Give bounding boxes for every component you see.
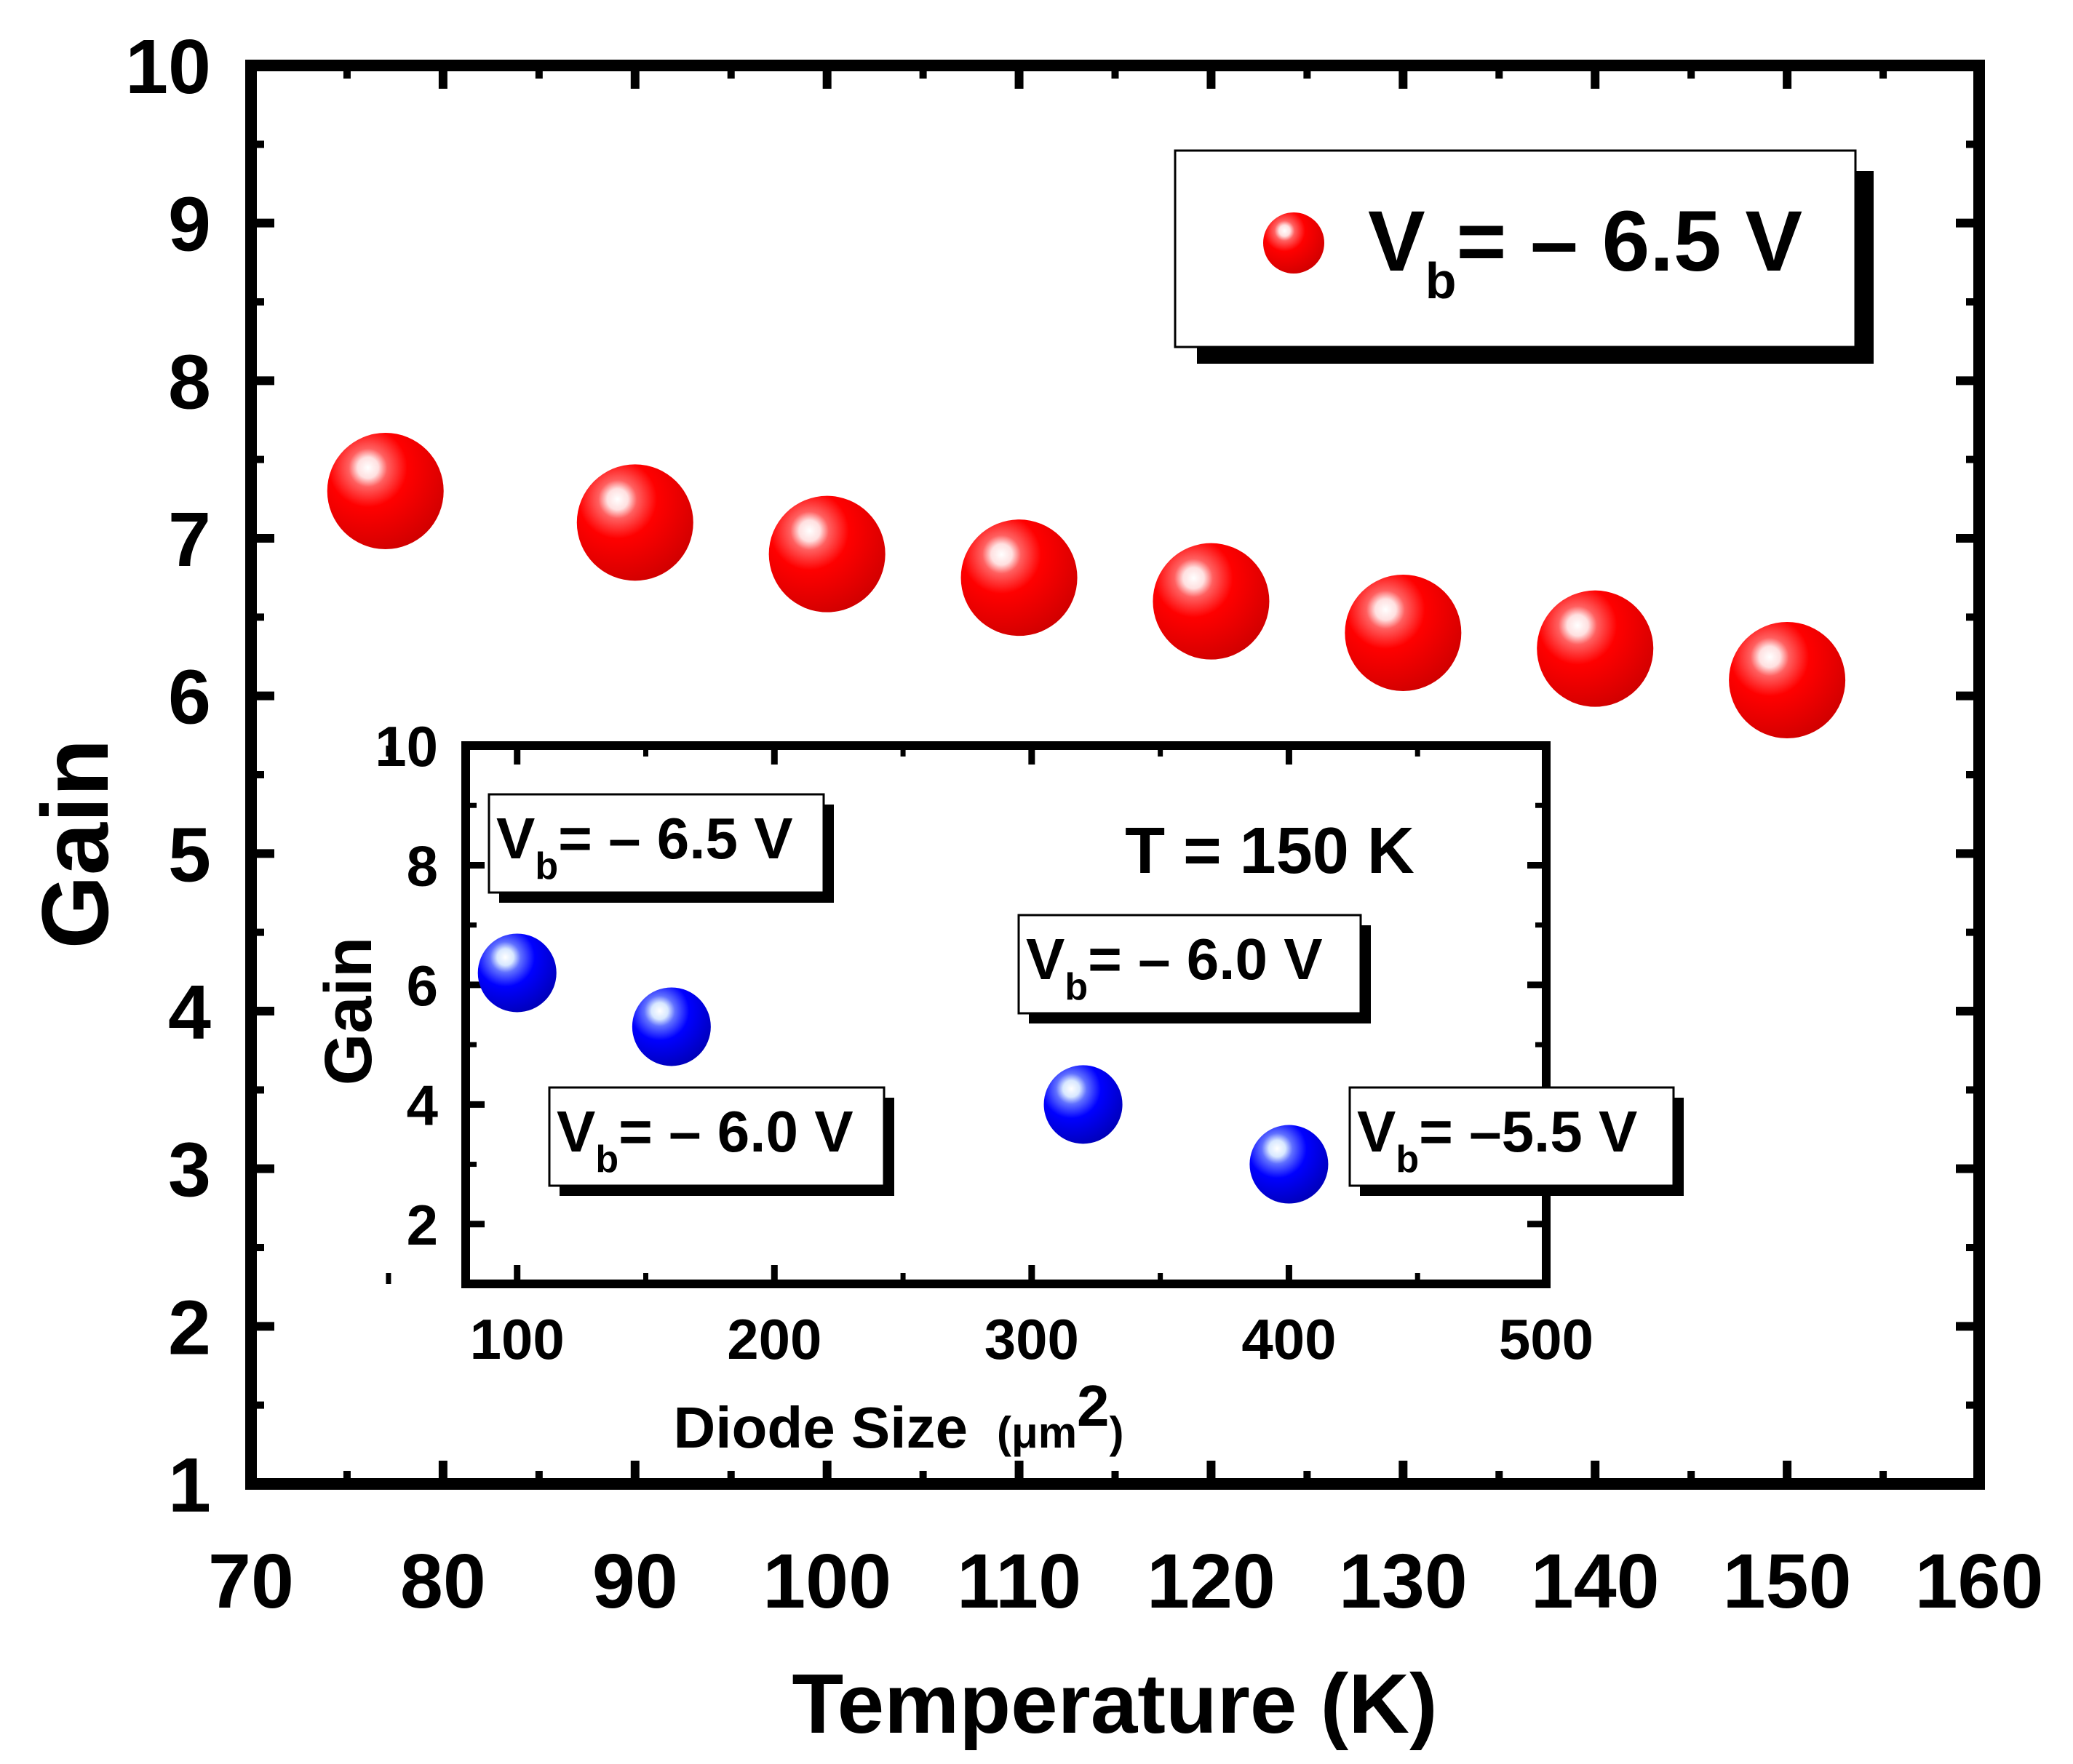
annotation-box	[548, 1086, 886, 1187]
main-data-points	[327, 433, 1846, 738]
inset: 2 4 6 8 10 100 200 300 400 500 Diode Size (μm2) G…	[311, 714, 1684, 1460]
inset-y-ticks: 2 4 6 8 10	[375, 714, 1546, 1287]
main-data-point	[1729, 622, 1846, 738]
annotation-box	[488, 793, 825, 894]
inset-x-tick-label: 100	[470, 1307, 565, 1371]
inset-data-point	[477, 933, 557, 1013]
main-x-tick-label: 70	[208, 1538, 294, 1624]
inset-data-point	[1043, 1065, 1123, 1144]
main-y-tick-label: 4	[168, 970, 211, 1055]
main-x-axis-title: Temperature (K)	[792, 1656, 1437, 1751]
inset-data-points	[477, 933, 1329, 1204]
annotation-box	[1017, 914, 1362, 1015]
inset-x-ticks: 100 200 300 400 500	[386, 746, 1593, 1371]
inset-y-tick-label: 2	[407, 1193, 438, 1257]
main-data-point	[1345, 575, 1462, 691]
legend-label: Vb= – 6.5 V	[1368, 193, 1802, 309]
main-x-tick-label: 120	[1147, 1538, 1276, 1624]
main-data-point	[1153, 543, 1270, 660]
main-data-point	[327, 433, 444, 549]
inset-x-axis-title: Diode Size (μm2)	[673, 1373, 1123, 1460]
main-x-tick-label: 140	[1531, 1538, 1660, 1624]
inset-x-tick-label: 300	[984, 1307, 1079, 1371]
main-y-tick-label: 1	[168, 1442, 211, 1528]
inset-data-point	[632, 987, 711, 1066]
main-y-ticks: 1 2 3 4 5 6 7 8 9 10	[125, 24, 1979, 1528]
inset-y-tick-label: 8	[407, 834, 438, 898]
annotation-label: Vb= – 6.0 V	[1026, 927, 1323, 1008]
main-x-tick-label: 160	[1915, 1538, 2044, 1624]
inset-data-point	[1249, 1125, 1329, 1204]
main-y-tick-label: 5	[168, 812, 211, 898]
main-x-tick-label: 130	[1339, 1538, 1468, 1624]
inset-y-tick-label: 10	[375, 714, 438, 778]
main-y-tick-label: 7	[168, 497, 211, 583]
annotation-label: Vb= – 6.5 V	[496, 806, 793, 887]
main-y-tick-label: 3	[168, 1128, 211, 1213]
main-y-tick-label: 10	[125, 24, 211, 110]
main-y-tick-label: 9	[168, 182, 211, 268]
annotation-label: Vb= – 6.0 V	[557, 1099, 854, 1181]
main-x-tick-label: 150	[1723, 1538, 1852, 1624]
main-x-tick-label: 80	[400, 1538, 486, 1624]
inset-x-tick-label: 200	[727, 1307, 821, 1371]
inset-x-tick-label: 400	[1241, 1307, 1336, 1371]
inset-y-tick-label: 6	[407, 954, 438, 1018]
main-x-ticks: 70 80 90 100 110 120 130 140 150 160	[208, 65, 2043, 1624]
annotation-box	[1348, 1086, 1675, 1187]
main-data-point	[1537, 590, 1654, 707]
legend-marker	[1263, 212, 1324, 274]
inset-plot-frame	[461, 741, 1551, 1288]
main-y-axis-title: Gain	[22, 739, 128, 949]
main-x-tick-label: 110	[957, 1538, 1081, 1624]
main-x-tick-label: 90	[592, 1538, 678, 1624]
main-data-point	[768, 495, 886, 612]
main-y-tick-label: 8	[168, 339, 211, 425]
main-data-point	[960, 519, 1078, 636]
inset-y-axis-title: Gain	[311, 937, 386, 1085]
inset-x-tick-label: 500	[1499, 1307, 1593, 1371]
legend: Vb= – 6.5 V	[1174, 149, 1874, 364]
inset-y-tick-label: 4	[407, 1073, 438, 1137]
annotation-label: Vb= –5.5 V	[1357, 1099, 1637, 1181]
main-x-tick-label: 100	[763, 1538, 891, 1624]
main-data-point	[576, 464, 693, 581]
inset-annotations: Vb= – 6.5 V Vb= – 6.0 V Vb= – 6.0 V Vb= –5.…	[488, 793, 1684, 1196]
main-y-tick-label: 2	[168, 1285, 211, 1370]
main-y-tick-label: 6	[168, 655, 211, 741]
inset-title: T = 150 K	[1125, 815, 1415, 887]
